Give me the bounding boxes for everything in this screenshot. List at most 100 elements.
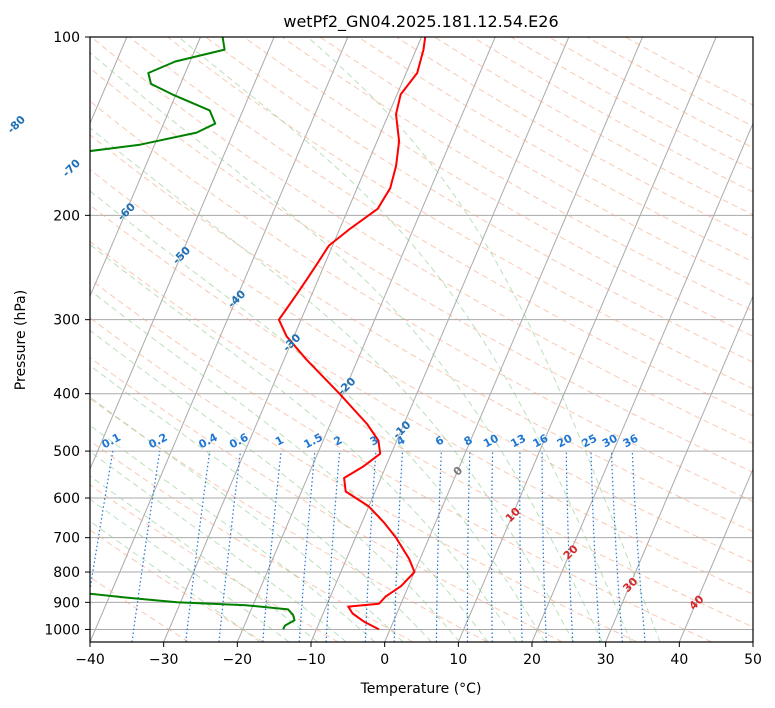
dry-adiabat-line <box>90 440 414 642</box>
mixing-ratio-line <box>185 451 211 642</box>
moist-adiabat-line <box>90 329 461 642</box>
moist-adiabat-line <box>90 190 546 642</box>
moist-adiabat-line <box>307 37 661 642</box>
dry-adiabat-line <box>90 241 753 628</box>
moist-adiabat-line <box>178 37 632 642</box>
y-tick-label: 800 <box>53 565 80 581</box>
moist-adiabat-line <box>90 51 603 642</box>
moist-adiabat-line <box>90 289 489 642</box>
dry-adiabat-line <box>90 134 753 533</box>
x-tick-label: 20 <box>523 652 541 668</box>
moist-adiabats <box>90 37 661 642</box>
moist-adiabat-line <box>90 475 319 642</box>
dry-adiabat-line <box>90 356 563 642</box>
mixing-ratio-line <box>218 451 242 642</box>
isotherm-line <box>752 640 753 642</box>
y-tick-label: 900 <box>53 595 80 611</box>
mixing-ratio-line <box>262 451 282 642</box>
chart-title: wetPf2_GN04.2025.181.12.54.E26 <box>283 12 558 32</box>
x-tick-label: −10 <box>296 652 326 668</box>
isotherm-label: -50 <box>170 244 193 267</box>
isotherm-line <box>457 37 717 642</box>
x-tick-label: −40 <box>75 652 105 668</box>
x-tick-label: 40 <box>670 652 688 668</box>
isotherm-label: 30 <box>620 575 640 595</box>
isotherm-line <box>163 37 422 642</box>
mixing-ratio-line <box>590 451 601 642</box>
mixing-ratio-label: 0.1 <box>100 431 123 452</box>
mixing-ratio-label: 6 <box>433 433 446 448</box>
isotherm-line <box>384 37 643 642</box>
isotherms <box>90 37 753 642</box>
x-tick-label: 0 <box>380 652 389 668</box>
y-tick-label: 700 <box>53 531 80 547</box>
dry-adiabat-line <box>167 37 753 390</box>
moist-adiabat-line <box>90 498 290 642</box>
moist-adiabat-line <box>90 520 261 642</box>
isotherm-label: 40 <box>687 592 707 612</box>
isotherm-line <box>678 467 753 642</box>
dry-adiabat-line <box>129 37 753 417</box>
y-axis-ticks: 100 200 300 400 500 600 700 800 900 1000 <box>44 30 90 638</box>
moist-adiabat-line <box>90 451 347 642</box>
isotherm-label: -70 <box>60 156 83 179</box>
mixing-ratio-line <box>131 451 161 642</box>
mixing-ratio-label: 25 <box>580 432 600 451</box>
moist-adiabat-line <box>90 396 404 642</box>
plot-area: 0.10.20.40.611.52346810131620253036-100-… <box>5 36 754 643</box>
x-tick-label: 50 <box>744 652 762 668</box>
y-tick-label: 200 <box>53 208 80 224</box>
isotherm-line <box>605 295 753 642</box>
dry-adiabat-line <box>90 529 264 642</box>
mixing-ratio-label: 2 <box>332 433 345 448</box>
y-tick-label: 100 <box>53 30 80 46</box>
dry-adiabat-line <box>586 37 753 127</box>
mixing-ratio-label: 0.2 <box>146 431 169 452</box>
mixing-ratio-label: 30 <box>600 432 620 451</box>
y-tick-label: 600 <box>53 491 80 507</box>
moist-adiabat-line <box>90 364 432 642</box>
mixing-ratio-label: 1.5 <box>302 431 325 452</box>
isotherm-label: 20 <box>561 542 581 562</box>
mixing-ratio-label: 16 <box>531 432 551 451</box>
isotherm-label: -40 <box>225 287 248 310</box>
plot-frame <box>89 36 754 643</box>
isotherm-label: -80 <box>5 113 28 136</box>
y-tick-label: 500 <box>53 444 80 460</box>
mixing-ratio-lines <box>90 450 646 642</box>
dry-adiabat-line <box>90 484 339 642</box>
mixing-ratio-line <box>631 451 646 642</box>
dry-adiabat-line <box>90 204 753 595</box>
x-tick-label: 10 <box>449 652 467 668</box>
dry-adiabat-line <box>90 37 753 445</box>
x-tick-label: −20 <box>223 652 253 668</box>
y-tick-label: 1000 <box>44 622 80 638</box>
dry-adiabats <box>90 37 753 642</box>
moist-adiabat-line <box>90 243 517 642</box>
y-tick-label: 300 <box>53 313 80 329</box>
isotherm-label: -60 <box>115 200 138 223</box>
mixing-ratio-label: 1 <box>273 433 286 448</box>
isotherm-line <box>90 37 201 298</box>
dry-adiabat-line <box>90 397 488 642</box>
mixing-ratio-line <box>298 451 316 642</box>
sounding-series <box>90 37 427 631</box>
mixing-ratio-line <box>466 451 471 642</box>
mixing-ratio-line <box>519 451 523 642</box>
y-axis-title: Pressure (hPa) <box>13 290 29 390</box>
isotherm-label: 0 <box>451 464 466 479</box>
mixing-ratio-line <box>435 451 442 642</box>
temperature-profile-line <box>277 37 427 631</box>
dry-adiabat-line <box>90 100 753 503</box>
isotherm-line <box>531 122 753 642</box>
mixing-ratio-label: 13 <box>508 432 528 451</box>
mixing-ratio-line <box>90 450 114 594</box>
line-labels: 0.10.20.40.611.52346810131620253036-100-… <box>5 113 707 613</box>
dry-adiabat-line <box>90 168 753 564</box>
isotherm-label: -10 <box>390 418 413 441</box>
mixing-ratio-line <box>610 451 623 642</box>
dry-adiabat-line <box>90 317 638 642</box>
mixing-ratio-line <box>490 451 494 642</box>
mixing-ratio-line <box>364 451 377 642</box>
dry-adiabat-line <box>281 37 753 312</box>
